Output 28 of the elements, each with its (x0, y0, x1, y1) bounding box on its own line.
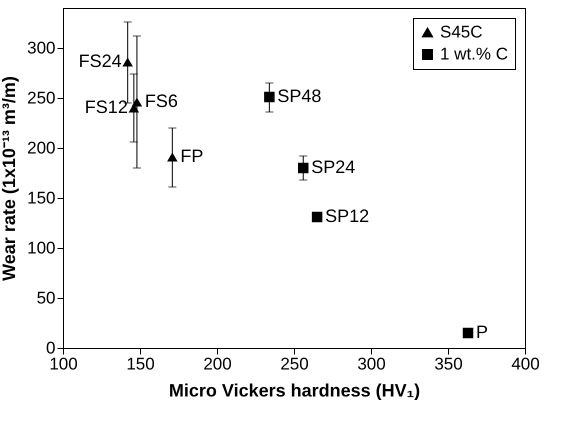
x-tick-label: 300 (357, 354, 386, 374)
y-tick-label: 150 (27, 188, 56, 208)
legend-label: S45C (440, 22, 483, 42)
point (312, 212, 322, 222)
x-tick-label: 200 (203, 354, 232, 374)
x-tick-label: 400 (511, 354, 540, 374)
annotation: FP (180, 146, 204, 166)
annotation: SP48 (277, 86, 322, 106)
y-tick-label: 250 (27, 88, 56, 108)
annotation: P (476, 322, 488, 342)
y-tick-label: 50 (36, 288, 56, 308)
x-tick-label: 100 (49, 354, 78, 374)
x-axis-title: Micro Vickers hardness (HV₁) (168, 380, 420, 400)
y-tick-label: 0 (46, 338, 56, 358)
x-tick-label: 250 (280, 354, 309, 374)
y-axis-title: Wear rate (1x10⁻¹³ m³/m) (0, 76, 20, 281)
y-tick-label: 300 (27, 38, 56, 58)
annotation: SP24 (311, 157, 356, 177)
annotation: SP12 (325, 206, 370, 226)
y-tick-label: 200 (27, 138, 56, 158)
annotation: FS12 (84, 97, 128, 117)
legend-label: 1 wt.% C (440, 44, 508, 64)
x-tick-label: 150 (126, 354, 155, 374)
annotation: FS6 (144, 91, 178, 111)
annotation: FS24 (78, 51, 122, 71)
y-tick-label: 100 (27, 238, 56, 258)
point (462, 328, 474, 338)
x-tick-label: 350 (434, 354, 463, 374)
